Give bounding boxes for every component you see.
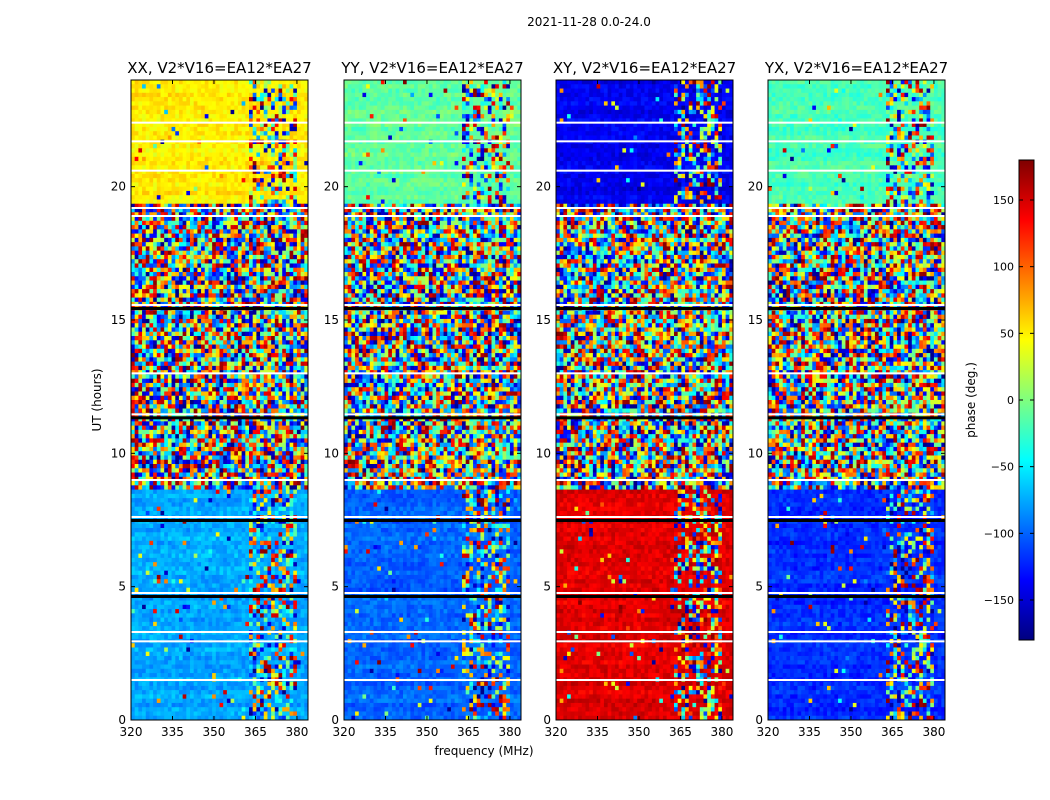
y-tick-label: 5 xyxy=(118,580,126,594)
x-tick-label: 380 xyxy=(498,725,521,739)
y-tick-label: 10 xyxy=(748,446,763,460)
x-tick-label: 380 xyxy=(922,725,945,739)
y-tick-label: 5 xyxy=(755,580,763,594)
x-tick-label: 365 xyxy=(244,725,267,739)
x-tick-label: 320 xyxy=(545,725,568,739)
colorbar-tick-label: 150 xyxy=(993,194,1014,207)
x-tick-label: 320 xyxy=(757,725,780,739)
colorbar-label: phase (deg.) xyxy=(964,362,978,438)
panel-3: XY, V2*V16=EA12*EA27 320 335 350 365 380 0 5 10 1… xyxy=(536,59,736,739)
colorbar-tick-label: 0 xyxy=(1007,394,1014,407)
y-tick-label: 15 xyxy=(748,313,763,327)
figure-title: 2021-11-28 0.0-24.0 xyxy=(527,15,651,29)
panel-title: YX, V2*V16=EA12*EA27 xyxy=(764,59,948,77)
y-tick-label: 10 xyxy=(536,446,551,460)
y-tick-label: 20 xyxy=(748,180,763,194)
heatmap-image xyxy=(131,80,308,720)
x-tick-label: 335 xyxy=(161,725,184,739)
panel-title: XX, V2*V16=EA12*EA27 xyxy=(127,59,311,77)
y-tick-label: 15 xyxy=(536,313,551,327)
panel-4: YX, V2*V16=EA12*EA27 320 335 350 365 380 0 5 10 1… xyxy=(748,59,948,739)
y-tick-label: 0 xyxy=(755,713,763,727)
x-tick-label: 350 xyxy=(416,725,439,739)
y-tick-label: 0 xyxy=(543,713,551,727)
panel-title: XY, V2*V16=EA12*EA27 xyxy=(553,59,736,77)
x-tick-label: 335 xyxy=(586,725,609,739)
y-tick-label: 0 xyxy=(331,713,339,727)
y-tick-label: 10 xyxy=(111,446,126,460)
y-tick-label: 15 xyxy=(324,313,339,327)
heatmap-image xyxy=(556,80,733,720)
panels: XX, V2*V16=EA12*EA27 320 335 350 365 380 0 5 10 1… xyxy=(111,59,948,739)
x-tick-label: 365 xyxy=(669,725,692,739)
x-tick-label: 365 xyxy=(881,725,904,739)
y-tick-label: 20 xyxy=(111,180,126,194)
panel-frame xyxy=(343,79,522,721)
colorbar-tick-label: −50 xyxy=(991,461,1014,474)
y-tick-label: 20 xyxy=(536,180,551,194)
panel-1: XX, V2*V16=EA12*EA27 320 335 350 365 380 0 5 10 1… xyxy=(111,59,312,739)
y-tick-label: 5 xyxy=(331,580,339,594)
panel-frame xyxy=(555,79,734,721)
y-tick-label: 10 xyxy=(324,446,339,460)
panel-title: YY, V2*V16=EA12*EA27 xyxy=(340,59,523,77)
y-axis-label: UT (hours) xyxy=(90,368,104,431)
heatmap-image xyxy=(768,80,945,720)
x-tick-label: 320 xyxy=(120,725,143,739)
colorbar-tick-label: −100 xyxy=(984,527,1014,540)
y-tick-label: 5 xyxy=(543,580,551,594)
x-tick-label: 380 xyxy=(710,725,733,739)
x-tick-label: 350 xyxy=(840,725,863,739)
colorbar: 150 100 50 0 −50 −100 −150 xyxy=(984,159,1035,641)
panel-frame xyxy=(767,79,946,721)
heatmap-image xyxy=(344,80,521,720)
colorbar-tick-label: −150 xyxy=(984,594,1014,607)
x-tick-label: 335 xyxy=(798,725,821,739)
y-tick-label: 15 xyxy=(111,313,126,327)
colorbar-tick-label: 50 xyxy=(1000,327,1014,340)
x-tick-label: 350 xyxy=(203,725,226,739)
x-tick-label: 320 xyxy=(333,725,356,739)
x-axis-label: frequency (MHz) xyxy=(434,744,533,758)
y-tick-label: 20 xyxy=(324,180,339,194)
colorbar-tick-label: 100 xyxy=(993,261,1014,274)
x-tick-label: 350 xyxy=(628,725,651,739)
panel-frame xyxy=(130,79,309,721)
x-tick-label: 365 xyxy=(457,725,480,739)
x-tick-label: 335 xyxy=(374,725,397,739)
panel-2: YY, V2*V16=EA12*EA27 320 335 350 365 380 0 5 10 1… xyxy=(324,59,524,739)
x-tick-label: 380 xyxy=(285,725,308,739)
y-tick-label: 0 xyxy=(118,713,126,727)
